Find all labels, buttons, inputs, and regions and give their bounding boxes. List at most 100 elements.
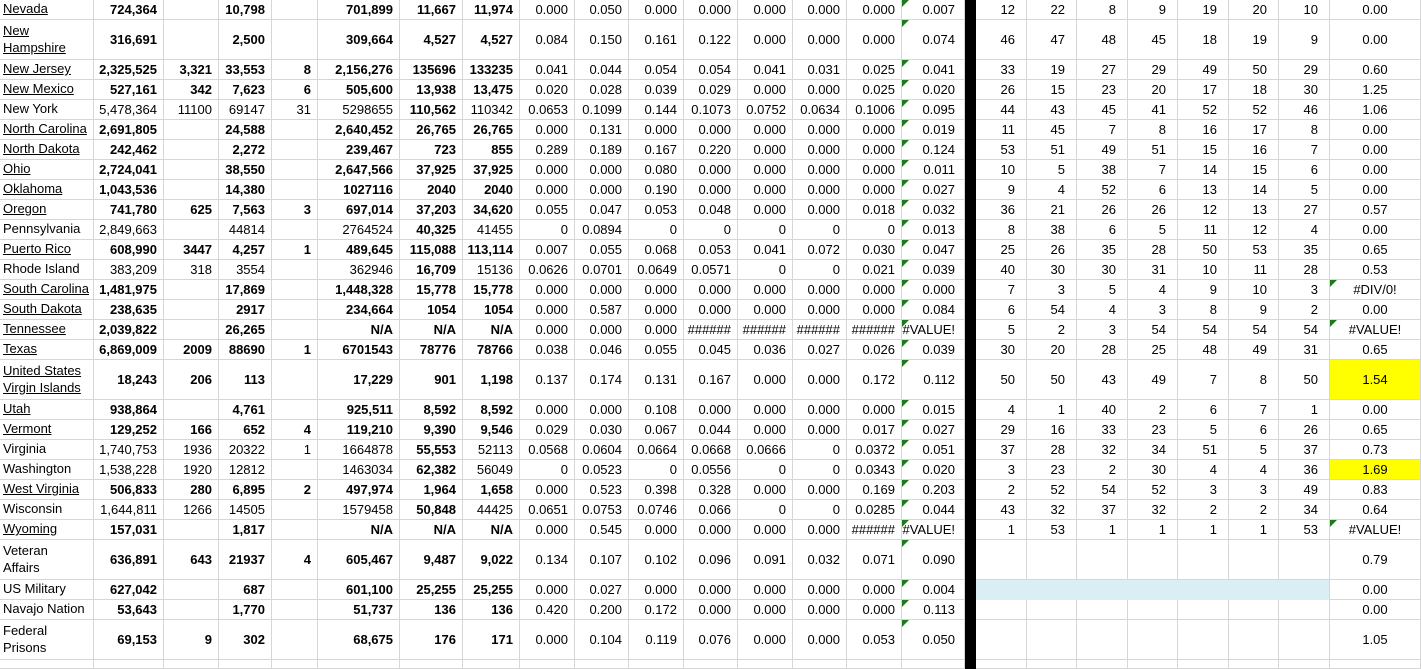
cell-us-military-rank-7[interactable] [1279,580,1330,600]
cell-empty[interactable] [1330,660,1421,669]
cell-wyoming-left-4[interactable] [272,520,318,540]
cell-pennsylvania-rank-3[interactable]: 6 [1077,220,1128,240]
cell-new-hampshire-rank-6[interactable]: 19 [1229,20,1279,60]
cell-washington-left-7[interactable]: 56049 [463,460,520,480]
cell-new-york-left-6[interactable]: 110,562 [400,100,463,120]
cell-tennessee-decimal-4[interactable]: ###### [684,320,738,340]
cell-north-dakota-decimal-3[interactable]: 0.167 [629,140,684,160]
cell-veteran-affairs-decimal-3[interactable]: 0.102 [629,540,684,580]
cell-north-dakota-decimal-4[interactable]: 0.220 [684,140,738,160]
cell-west-virginia-left-5[interactable]: 497,974 [318,480,400,500]
cell-veteran-affairs-left-1[interactable]: 636,891 [94,540,164,580]
cell-vermont-left-4[interactable]: 4 [272,420,318,440]
cell-pennsylvania-rank-6[interactable]: 12 [1229,220,1279,240]
cell-utah-decimal-4[interactable]: 0.000 [684,400,738,420]
cell-south-dakota-rank-6[interactable]: 9 [1229,300,1279,320]
cell-us-military-left-6[interactable]: 25,255 [400,580,463,600]
cell-navajo-nation-left-4[interactable] [272,600,318,620]
cell-rhode-island-left-2[interactable]: 318 [164,260,219,280]
cell-washington-decimal-7[interactable]: 0.0343 [847,460,902,480]
cell-south-dakota-left-4[interactable] [272,300,318,320]
cell-vermont-decimal-1[interactable]: 0.029 [520,420,575,440]
cell-tennessee-rank-5[interactable]: 54 [1178,320,1229,340]
cell-pennsylvania-decimal-2[interactable]: 0.0894 [575,220,629,240]
cell-united-states-virgin-islands-rank-5[interactable]: 7 [1178,360,1229,400]
cell-oklahoma-left-3[interactable]: 14,380 [219,180,272,200]
cell-oregon-rank-6[interactable]: 13 [1229,200,1279,220]
cell-washington-rank-2[interactable]: 23 [1027,460,1077,480]
cell-puerto-rico-rank-6[interactable]: 53 [1229,240,1279,260]
cell-texas-decimal-3[interactable]: 0.055 [629,340,684,360]
cell-virginia-rank-6[interactable]: 5 [1229,440,1279,460]
cell-vermont-rank-2[interactable]: 16 [1027,420,1077,440]
cell-south-carolina-rank-1[interactable]: 7 [976,280,1027,300]
cell-puerto-rico-rank-4[interactable]: 28 [1128,240,1178,260]
cell-united-states-virgin-islands-left-6[interactable]: 901 [400,360,463,400]
cell-north-dakota-left-1[interactable]: 242,462 [94,140,164,160]
cell-nevada-rank-7[interactable]: 10 [1279,0,1330,20]
cell-wyoming-rank-7[interactable]: 53 [1279,520,1330,540]
cell-united-states-virgin-islands-left-2[interactable]: 206 [164,360,219,400]
cell-nevada-decimal-1[interactable]: 0.000 [520,0,575,20]
cell-united-states-virgin-islands-decimal-7[interactable]: 0.172 [847,360,902,400]
cell-puerto-rico-rank-1[interactable]: 25 [976,240,1027,260]
cell-puerto-rico-decimal-5[interactable]: 0.041 [738,240,793,260]
cell-vermont-left-3[interactable]: 652 [219,420,272,440]
cell-ohio-decimal-4[interactable]: 0.000 [684,160,738,180]
cell-vermont-left-7[interactable]: 9,546 [463,420,520,440]
cell-north-dakota-left-6[interactable]: 723 [400,140,463,160]
cell-south-carolina-decimal-4[interactable]: 0.000 [684,280,738,300]
cell-oregon-rank-7[interactable]: 27 [1279,200,1330,220]
cell-new-mexico-decimal-3[interactable]: 0.039 [629,80,684,100]
cell-us-military-left-3[interactable]: 687 [219,580,272,600]
cell-virginia-left-3[interactable]: 20322 [219,440,272,460]
cell-new-mexico-rank-4[interactable]: 20 [1128,80,1178,100]
cell-west-virginia-decimal-4[interactable]: 0.328 [684,480,738,500]
cell-utah-final[interactable]: 0.00 [1330,400,1421,420]
cell-new-hampshire-left-1[interactable]: 316,691 [94,20,164,60]
cell-tennessee-rank-7[interactable]: 54 [1279,320,1330,340]
cell-south-dakota-decimal-7[interactable]: 0.000 [847,300,902,320]
cell-united-states-virgin-islands-rank-2[interactable]: 50 [1027,360,1077,400]
cell-virginia-rank-5[interactable]: 51 [1178,440,1229,460]
cell-wisconsin-final[interactable]: 0.64 [1330,500,1421,520]
cell-utah-rank-7[interactable]: 1 [1279,400,1330,420]
cell-ohio-summary[interactable]: 0.011 [902,160,965,180]
cell-south-carolina-rank-7[interactable]: 3 [1279,280,1330,300]
cell-rhode-island-decimal-4[interactable]: 0.0571 [684,260,738,280]
cell-ohio-rank-5[interactable]: 14 [1178,160,1229,180]
cell-vermont-left-5[interactable]: 119,210 [318,420,400,440]
cell-north-dakota-rank-5[interactable]: 15 [1178,140,1229,160]
cell-vermont-decimal-2[interactable]: 0.030 [575,420,629,440]
cell-navajo-nation-left-5[interactable]: 51,737 [318,600,400,620]
cell-south-dakota-decimal-2[interactable]: 0.587 [575,300,629,320]
cell-new-mexico-left-5[interactable]: 505,600 [318,80,400,100]
cell-new-hampshire-summary[interactable]: 0.074 [902,20,965,60]
cell-virginia-decimal-4[interactable]: 0.0668 [684,440,738,460]
cell-oklahoma-summary[interactable]: 0.027 [902,180,965,200]
cell-rhode-island-rank-7[interactable]: 28 [1279,260,1330,280]
cell-utah-left-1[interactable]: 938,864 [94,400,164,420]
cell-united-states-virgin-islands-rank-3[interactable]: 43 [1077,360,1128,400]
cell-wyoming-decimal-3[interactable]: 0.000 [629,520,684,540]
cell-new-mexico-left-4[interactable]: 6 [272,80,318,100]
cell-north-carolina-left-7[interactable]: 26,765 [463,120,520,140]
cell-north-dakota-decimal-5[interactable]: 0.000 [738,140,793,160]
cell-new-hampshire-rank-2[interactable]: 47 [1027,20,1077,60]
cell-oregon-rank-4[interactable]: 26 [1128,200,1178,220]
cell-name-texas[interactable]: Texas [0,340,94,360]
cell-oregon-left-3[interactable]: 7,563 [219,200,272,220]
cell-empty[interactable] [793,660,847,669]
cell-nevada-left-7[interactable]: 11,974 [463,0,520,20]
cell-rhode-island-left-3[interactable]: 3554 [219,260,272,280]
cell-wisconsin-rank-3[interactable]: 37 [1077,500,1128,520]
cell-ohio-left-4[interactable] [272,160,318,180]
cell-new-hampshire-decimal-5[interactable]: 0.000 [738,20,793,60]
cell-vermont-rank-7[interactable]: 26 [1279,420,1330,440]
cell-puerto-rico-left-1[interactable]: 608,990 [94,240,164,260]
cell-wyoming-left-2[interactable] [164,520,219,540]
cell-wyoming-decimal-7[interactable]: ###### [847,520,902,540]
cell-federal-prisons-left-2[interactable]: 9 [164,620,219,660]
cell-new-york-rank-2[interactable]: 43 [1027,100,1077,120]
cell-west-virginia-rank-6[interactable]: 3 [1229,480,1279,500]
